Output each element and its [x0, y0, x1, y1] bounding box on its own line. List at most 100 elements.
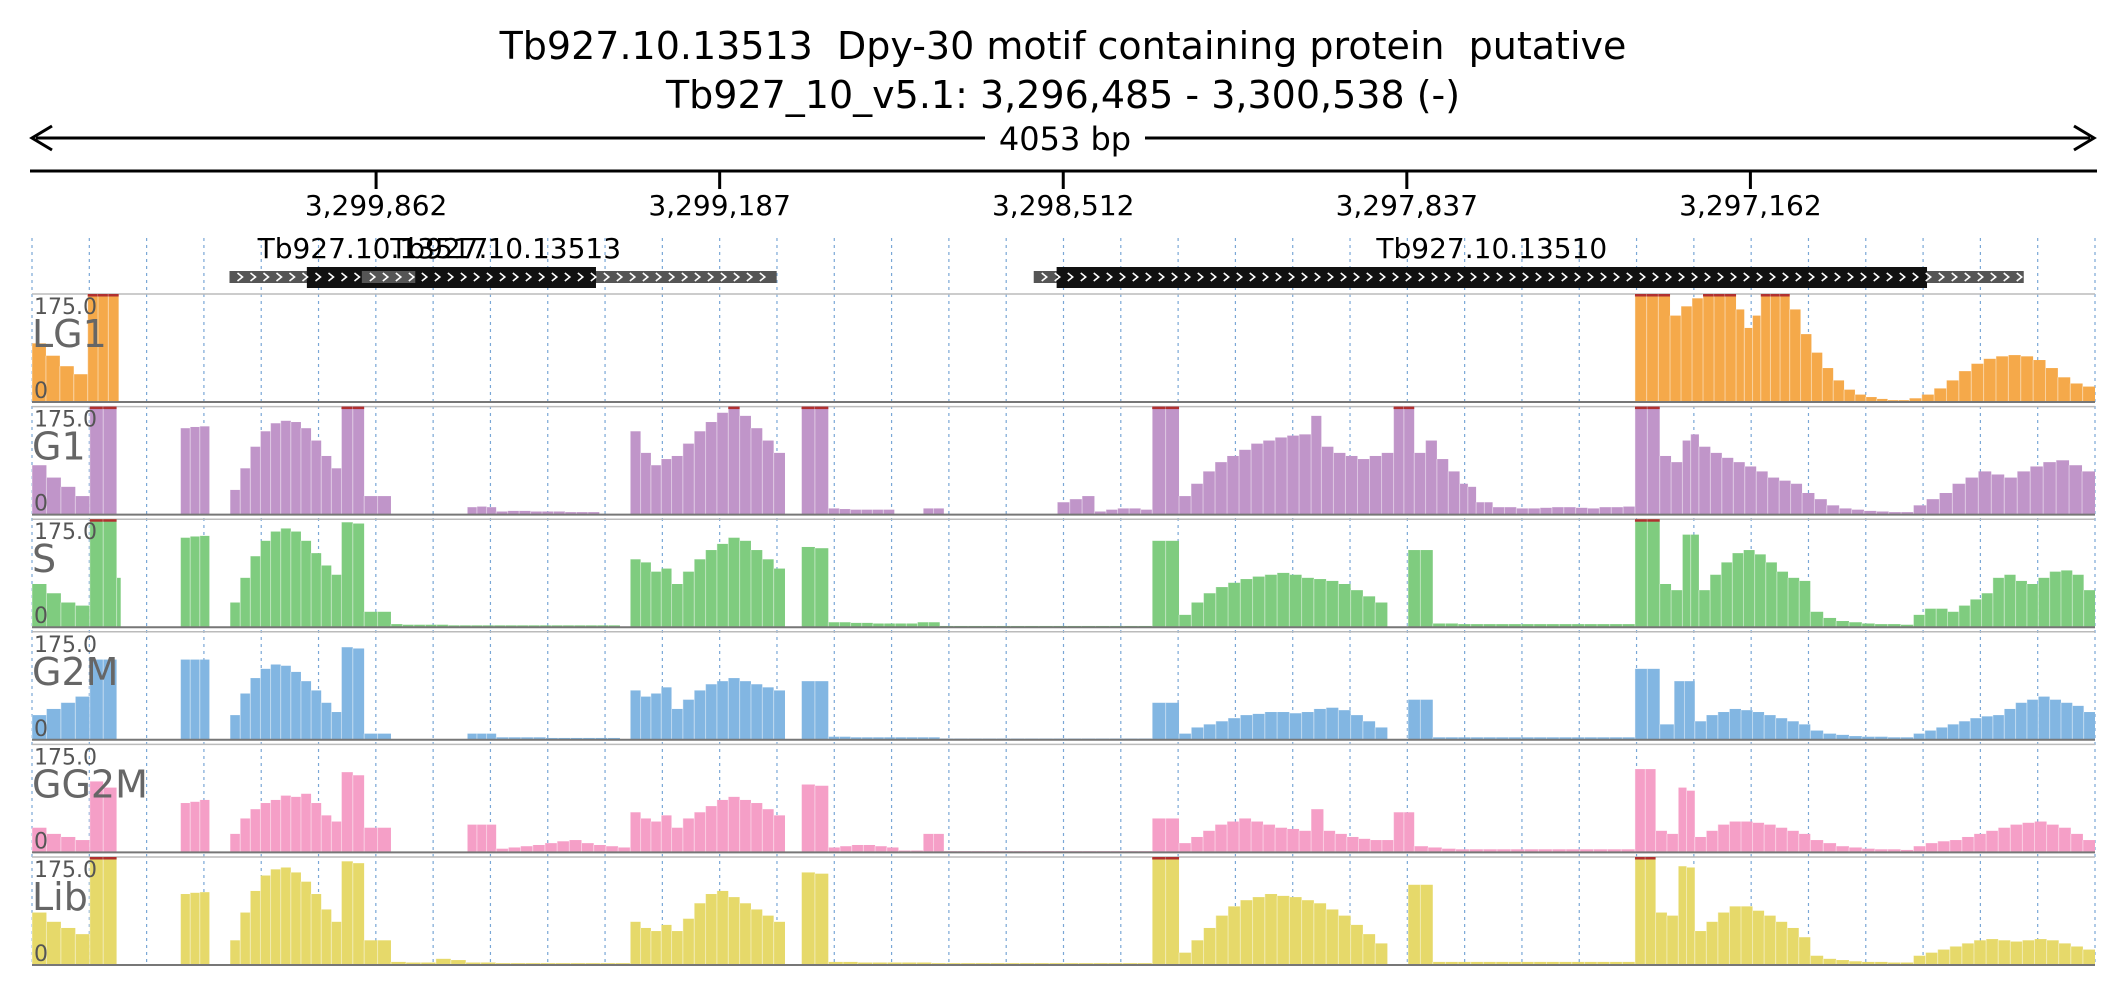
ruler-tick-label: 3,299,187: [648, 189, 791, 222]
coverage-bar: [1913, 614, 1925, 628]
coverage-bar: [436, 624, 449, 628]
coverage-bar: [75, 605, 90, 628]
coverage-bar: [321, 909, 332, 965]
coverage-bar: [2020, 356, 2034, 402]
coverage-bar: [180, 894, 191, 965]
coverage-bar: [467, 824, 477, 853]
coverage-bar: [2034, 939, 2047, 965]
strand-chevron: [340, 272, 348, 282]
strand-chevron: [577, 272, 585, 282]
coverage-bar: [1732, 553, 1744, 628]
coverage-bar: [2049, 571, 2061, 628]
coverage-bar: [640, 696, 651, 740]
coverage-bar: [1717, 712, 1730, 740]
coverage-bar: [863, 844, 876, 853]
coverage-bar: [311, 690, 322, 740]
coverage-bar: [250, 446, 261, 515]
coverage-bar: [1678, 866, 1687, 965]
coverage-bar: [60, 486, 76, 515]
coverage-bar: [1559, 737, 1572, 740]
strand-chevron: [2016, 272, 2024, 282]
strand-chevron: [434, 272, 442, 282]
clip-marker: [98, 294, 109, 297]
coverage-bar: [1152, 818, 1166, 853]
coverage-bar: [630, 559, 641, 628]
coverage-bar: [901, 962, 917, 965]
strand-chevron: [1431, 272, 1439, 282]
strand-chevron: [1626, 272, 1634, 282]
strand-chevron: [460, 272, 468, 282]
coverage-bar: [1191, 483, 1204, 515]
strand-chevron: [1223, 272, 1231, 282]
coverage-bar: [1333, 452, 1346, 515]
coverage-bar: [260, 540, 271, 628]
coverage-bar: [1671, 590, 1683, 628]
coverage-bar: [290, 422, 301, 515]
coverage-bar: [630, 690, 641, 740]
coverage-bar: [1571, 737, 1585, 740]
coverage-bar: [1936, 727, 1948, 740]
coverage-bar: [773, 690, 785, 740]
coverage-bar: [1740, 906, 1753, 965]
coverage-bar: [1524, 849, 1539, 853]
strand-chevron: [486, 272, 494, 282]
strand-chevron: [1795, 272, 1803, 282]
coverage-bar: [1887, 962, 1901, 965]
coverage-bar: [2022, 822, 2035, 853]
coverage-bar: [1706, 715, 1718, 740]
coverage-bar: [1264, 574, 1278, 628]
coverage-bar: [89, 781, 104, 853]
coverage-bar: [405, 962, 421, 965]
coverage-bar: [1939, 493, 1953, 515]
coverage-bar: [1655, 830, 1667, 853]
coverage-bar: [1484, 502, 1493, 515]
strand-chevron: [681, 272, 689, 282]
span-arrow: 4053 bp: [29, 120, 2097, 158]
coverage-bar: [2030, 466, 2044, 515]
strand-chevron: [1444, 272, 1452, 282]
coverage-bar: [250, 678, 261, 740]
coverage-bar: [508, 737, 521, 740]
clip-marker: [1760, 294, 1771, 297]
clip-marker: [103, 857, 117, 860]
coverage-bar: [2070, 833, 2083, 853]
coverage-bar: [801, 546, 815, 628]
strand-chevron: [616, 272, 624, 282]
coverage-bar: [190, 801, 200, 853]
coverage-bar: [1165, 857, 1180, 965]
coverage-bar: [1998, 940, 2011, 965]
gene-title: Tb927.10.13513 Dpy-30 motif containing p…: [499, 24, 1627, 68]
coverage-bar: [1504, 507, 1517, 515]
coverage-bar: [1448, 471, 1460, 515]
coverage-bar: [486, 824, 497, 853]
coverage-bar: [1645, 769, 1656, 853]
track-name-label: S: [32, 537, 56, 581]
coverage-bar: [1117, 508, 1130, 515]
coverage-bar: [1958, 371, 1972, 402]
coverage-bar: [1445, 961, 1459, 965]
coverage-bar: [413, 624, 426, 628]
coverage-bar: [661, 815, 672, 853]
coverage-bar: [1666, 915, 1679, 965]
strand-chevron: [1080, 272, 1088, 282]
coverage-bar: [377, 827, 391, 853]
coverage-bar: [190, 426, 200, 515]
coverage-bar: [496, 737, 509, 740]
coverage-bar: [2069, 465, 2083, 515]
coverage-bar: [1289, 713, 1302, 740]
coverage-bar: [496, 848, 509, 853]
coverage-bar: [1425, 440, 1437, 515]
coverage-bar: [1476, 502, 1485, 515]
coverage-bar: [576, 512, 588, 515]
coverage-bar: [1403, 406, 1415, 515]
coverage-bar: [1946, 380, 1959, 402]
clip-marker: [89, 519, 104, 522]
coverage-bar: [240, 912, 251, 965]
track-name-label: G1: [32, 425, 86, 469]
clip-marker: [341, 406, 353, 410]
coverage-bar: [1733, 462, 1745, 515]
strand-chevron: [1951, 272, 1959, 282]
coverage-bar: [73, 374, 88, 402]
coverage-bar: [650, 931, 662, 965]
coverage-bar: [1924, 730, 1937, 740]
